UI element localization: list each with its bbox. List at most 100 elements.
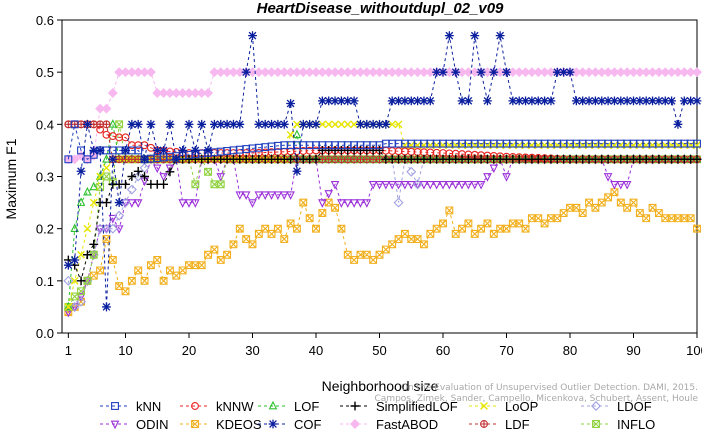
- data-point-cof: [654, 96, 664, 106]
- data-point-odin: [476, 180, 486, 190]
- data-point-odin: [159, 173, 168, 182]
- data-point-cof: [470, 31, 480, 41]
- data-point-cof: [635, 96, 645, 106]
- series-kdeos: [64, 188, 701, 317]
- data-point-ldof: [63, 275, 74, 286]
- data-point-odin: [152, 164, 162, 174]
- data-point-odin: [502, 173, 511, 182]
- data-point-lof: [95, 171, 105, 180]
- data-point-cof: [89, 146, 99, 155]
- legend-label-ldof: LDOF: [617, 399, 652, 414]
- data-point-kdeos: [223, 250, 232, 259]
- data-point-odin: [375, 180, 384, 190]
- x-tick-label: 10: [118, 343, 132, 358]
- data-point-cof: [565, 67, 575, 77]
- data-point-cof: [559, 67, 569, 77]
- data-point-cof: [330, 96, 340, 106]
- data-point-kdeos: [693, 224, 701, 233]
- data-point-cof: [394, 96, 403, 106]
- data-point-kdeos: [343, 250, 352, 259]
- legend-marker-knnw: [191, 402, 199, 410]
- data-point-cof: [622, 96, 632, 106]
- data-point-kdeos: [388, 240, 397, 249]
- data-point-kdeos: [553, 214, 562, 223]
- data-point-kdeos: [299, 198, 308, 207]
- y-axis-label: Maximum F1: [3, 138, 19, 219]
- data-point-simplifiedlof: [89, 239, 99, 249]
- data-point-kdeos: [324, 198, 333, 207]
- data-point-cof: [591, 96, 600, 106]
- data-point-odin: [451, 180, 460, 190]
- data-point-odin: [102, 225, 111, 234]
- data-point-cof: [502, 67, 511, 77]
- data-point-kdeos: [235, 224, 244, 233]
- data-point-ldf: [338, 155, 345, 163]
- data-point-loop: [286, 130, 295, 139]
- legend-marker-simplifiedlof: [350, 401, 360, 411]
- legend-label-loop: LoOP: [505, 399, 538, 414]
- x-tick-label: 30: [245, 343, 259, 358]
- chart-title: HeartDisease_withoutdupl_02_v09: [257, 0, 504, 17]
- data-point-odin: [279, 191, 289, 200]
- legend-item-loop: LoOP: [469, 399, 538, 414]
- series-simplifiedlof: [63, 146, 702, 286]
- data-point-odin: [413, 180, 422, 190]
- data-point-cof: [419, 96, 429, 106]
- data-point-kdeos: [153, 256, 162, 264]
- data-point-cof: [387, 96, 397, 106]
- legend-label-inflo: INFLO: [617, 417, 655, 432]
- data-point-odin: [248, 199, 257, 208]
- data-point-loop: [77, 250, 85, 259]
- data-point-odin: [438, 180, 448, 190]
- legend-item-simplifiedlof: SimplifiedLOF: [340, 399, 458, 414]
- data-point-cof: [514, 96, 524, 106]
- data-point-ldf: [128, 155, 136, 163]
- legend-label-lof: LOF: [294, 399, 319, 414]
- data-point-knn: [134, 146, 143, 155]
- data-point-lof: [76, 197, 86, 206]
- data-point-odin: [191, 199, 200, 208]
- data-point-ldof: [82, 275, 93, 286]
- data-point-knn: [64, 155, 73, 164]
- data-point-cof: [489, 67, 499, 77]
- data-point-odin: [368, 180, 378, 190]
- data-point-simplifiedlof: [83, 250, 92, 260]
- data-point-kdeos: [439, 219, 447, 228]
- data-point-kdeos: [115, 282, 124, 290]
- data-point-kdeos: [127, 276, 136, 285]
- data-point-ldf: [344, 155, 352, 163]
- data-point-ldf: [64, 120, 72, 128]
- data-point-odin: [267, 191, 276, 200]
- data-point-ldof: [393, 197, 404, 208]
- data-point-kdeos: [121, 287, 130, 296]
- data-point-cof: [381, 119, 391, 129]
- data-point-odin: [483, 173, 492, 182]
- data-point-loop: [324, 120, 333, 129]
- data-point-odin: [273, 191, 283, 200]
- data-point-ldof: [412, 179, 423, 190]
- data-point-kdeos: [172, 271, 181, 280]
- data-point-odin: [400, 180, 410, 190]
- x-tick-label: 20: [182, 343, 196, 358]
- data-point-odin: [394, 180, 403, 190]
- data-point-ldof: [126, 184, 137, 195]
- data-point-cof: [571, 96, 581, 106]
- data-point-ldf: [102, 120, 111, 129]
- data-point-kdeos: [178, 266, 187, 275]
- data-point-kdeos: [534, 214, 543, 223]
- data-point-odin: [489, 164, 499, 174]
- data-point-simplifiedlof: [133, 166, 143, 176]
- data-point-lof: [102, 154, 111, 163]
- data-point-cof: [584, 96, 594, 106]
- data-point-kdeos: [216, 256, 225, 264]
- data-point-odin: [76, 293, 86, 302]
- data-point-cof: [63, 260, 73, 270]
- data-point-odin: [457, 180, 467, 190]
- data-point-cof: [159, 146, 168, 155]
- data-point-cof: [362, 119, 372, 129]
- y-tick-label: 0.3: [36, 170, 54, 185]
- data-point-cof: [292, 166, 302, 176]
- data-point-kdeos: [432, 224, 441, 233]
- legend-item-fastabod: FastABOD: [340, 417, 438, 432]
- x-tick-label: 70: [499, 343, 513, 358]
